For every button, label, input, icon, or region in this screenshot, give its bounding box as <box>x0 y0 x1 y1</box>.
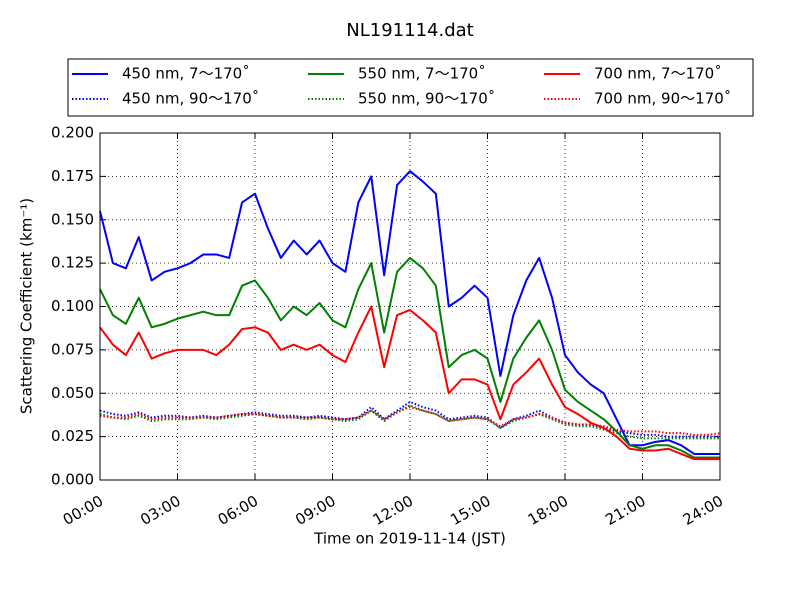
y-tick-label: 0.125 <box>51 254 94 272</box>
y-tick-label: 0.050 <box>51 384 94 402</box>
legend-label: 550 nm, 7～170˚ <box>358 65 486 83</box>
legend-box <box>67 58 754 117</box>
legend-label: 450 nm, 7～170˚ <box>122 65 250 83</box>
y-tick-label: 0.150 <box>51 210 94 228</box>
series-line <box>99 305 720 461</box>
y-tick-label: 0.175 <box>51 167 94 185</box>
y-tick-label: 0.025 <box>51 427 94 445</box>
legend-label: 700 nm, 90～170˚ <box>594 90 731 108</box>
legend-label: 450 nm, 90～170˚ <box>122 90 259 108</box>
legend-label: 550 nm, 90～170˚ <box>358 90 495 108</box>
series-line <box>99 170 720 455</box>
legend: 450 nm, 7～170˚ 550 nm, 7～170˚ 700 nm, 7～17… <box>67 58 754 117</box>
plot-frame <box>99 132 721 481</box>
legend-label: 700 nm, 7～170˚ <box>594 65 722 83</box>
y-tick-label: 0.075 <box>51 340 94 358</box>
chart-title: NL191114.dat <box>346 20 473 41</box>
y-axis-label: Scattering Coefficient (km⁻¹) <box>18 198 36 414</box>
y-tick-label: 0.100 <box>51 297 94 315</box>
y-tick-label: 0.000 <box>51 471 94 489</box>
series-line <box>99 406 721 436</box>
y-tick-label: 0.200 <box>51 124 94 142</box>
x-axis-label: Time on 2019-11-14 (JST) <box>313 530 506 548</box>
series-line <box>99 256 720 459</box>
